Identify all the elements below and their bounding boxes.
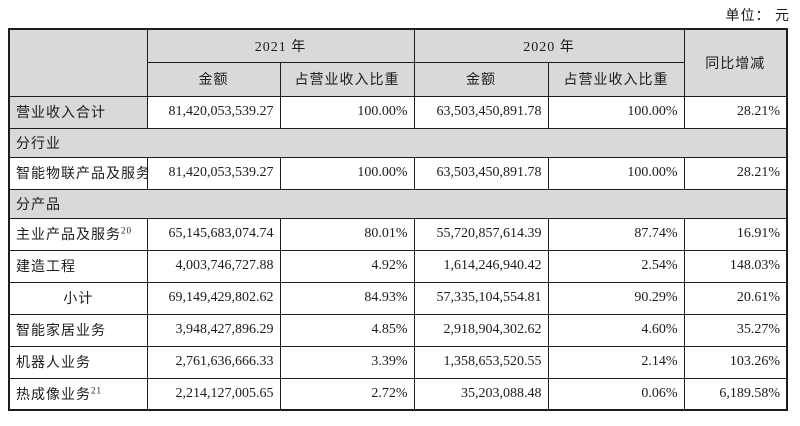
value-cell: 2,214,127,005.65 <box>146 377 281 411</box>
footnote-ref: 21 <box>91 385 102 396</box>
value-cell: 28.21% <box>683 95 788 129</box>
value-cell: 148.03% <box>683 249 788 283</box>
corner-cell <box>8 28 148 97</box>
value-cell: 2.54% <box>547 249 685 283</box>
row-label: 机器人业务 <box>8 345 148 379</box>
section-row: 分产品 <box>8 188 788 219</box>
row-label: 小计 <box>8 281 148 315</box>
row-label: 建造工程 <box>8 249 148 283</box>
table-row: 机器人业务 2,761,636,666.33 3.39% 1,358,653,520.… <box>8 345 788 379</box>
value-cell: 4.85% <box>279 313 415 347</box>
value-cell: 87.74% <box>547 217 685 251</box>
header-amount-2021: 金额 <box>146 61 281 97</box>
header-yoy-change: 同比增减 <box>683 28 788 97</box>
header-year-2021: 2021 年 <box>146 28 415 63</box>
footnote-ref: 20 <box>121 225 132 236</box>
table-row: 主业产品及服务20 65,145,683,074.74 80.01% 55,720,8… <box>8 217 788 251</box>
header-amount-2020: 金额 <box>413 61 549 97</box>
unit-label: 单位： 元 <box>725 9 790 24</box>
header-year-2020: 2020 年 <box>413 28 685 63</box>
value-cell: 6,189.58% <box>683 377 788 411</box>
value-cell: 16.91% <box>683 217 788 251</box>
value-cell: 90.29% <box>547 281 685 315</box>
table-body: 营业收入合计 81,420,053,539.27 100.00% 63,503,450… <box>8 95 788 411</box>
value-cell: 4.92% <box>279 249 415 283</box>
value-cell: 63,503,450,891.78 <box>413 156 549 190</box>
row-label: 智能物联产品及服务 <box>8 156 148 190</box>
value-cell: 0.06% <box>547 377 685 411</box>
value-cell: 103.26% <box>683 345 788 379</box>
value-cell: 3,948,427,896.29 <box>146 313 281 347</box>
section-row: 分行业 <box>8 127 788 158</box>
value-cell: 55,720,857,614.39 <box>413 217 549 251</box>
row-label: 营业收入合计 <box>8 95 148 129</box>
value-cell: 84.93% <box>279 281 415 315</box>
value-cell: 100.00% <box>279 95 415 129</box>
table-row: 营业收入合计 81,420,053,539.27 100.00% 63,503,450… <box>8 95 788 129</box>
section-label: 分产品 <box>8 188 788 219</box>
revenue-breakdown-table: 2021 年 2020 年 同比增减 金额 占营业收入比重 金额 占营业收入比重… <box>8 28 788 411</box>
row-label: 热成像业务21 <box>8 377 148 411</box>
table-row: 智能物联产品及服务 81,420,053,539.27 100.00% 63,503,… <box>8 156 788 190</box>
header-ratio-2021: 占营业收入比重 <box>279 61 415 97</box>
value-cell: 1,614,246,940.42 <box>413 249 549 283</box>
value-cell: 4,003,746,727.88 <box>146 249 281 283</box>
value-cell: 100.00% <box>547 95 685 129</box>
row-label: 主业产品及服务20 <box>8 217 148 251</box>
value-cell: 35.27% <box>683 313 788 347</box>
value-cell: 2,761,636,666.33 <box>146 345 281 379</box>
value-cell: 3.39% <box>279 345 415 379</box>
value-cell: 20.61% <box>683 281 788 315</box>
table-row: 小计 69,149,429,802.62 84.93% 57,335,104,554.… <box>8 281 788 315</box>
value-cell: 80.01% <box>279 217 415 251</box>
value-cell: 35,203,088.48 <box>413 377 549 411</box>
section-label: 分行业 <box>8 127 788 158</box>
value-cell: 81,420,053,539.27 <box>146 156 281 190</box>
value-cell: 63,503,450,891.78 <box>413 95 549 129</box>
value-cell: 100.00% <box>279 156 415 190</box>
table-row: 热成像业务21 2,214,127,005.65 2.72% 35,203,088.4… <box>8 377 788 411</box>
value-cell: 65,145,683,074.74 <box>146 217 281 251</box>
row-label: 智能家居业务 <box>8 313 148 347</box>
value-cell: 2.72% <box>279 377 415 411</box>
header-ratio-2020: 占营业收入比重 <box>547 61 685 97</box>
header-row-metrics: 金额 占营业收入比重 金额 占营业收入比重 <box>9 61 787 97</box>
header-row-years: 2021 年 2020 年 同比增减 <box>8 28 788 97</box>
value-cell: 81,420,053,539.27 <box>146 95 281 129</box>
value-cell: 1,358,653,520.55 <box>413 345 549 379</box>
value-cell: 4.60% <box>547 313 685 347</box>
table-row: 智能家居业务 3,948,427,896.29 4.85% 2,918,904,302… <box>8 313 788 347</box>
value-cell: 28.21% <box>683 156 788 190</box>
table-row: 建造工程 4,003,746,727.88 4.92% 1,614,246,940.4… <box>8 249 788 283</box>
value-cell: 2,918,904,302.62 <box>413 313 549 347</box>
value-cell: 100.00% <box>547 156 685 190</box>
value-cell: 69,149,429,802.62 <box>146 281 281 315</box>
value-cell: 2.14% <box>547 345 685 379</box>
value-cell: 57,335,104,554.81 <box>413 281 549 315</box>
